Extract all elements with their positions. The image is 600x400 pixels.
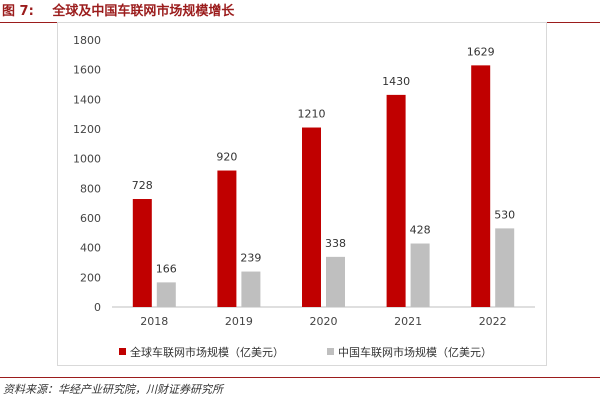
y-tick-label: 400 <box>80 242 101 255</box>
legend-label-global: 全球车联网市场规模（亿美元） <box>130 345 284 359</box>
global-bar <box>217 170 237 307</box>
global-bar <box>386 94 406 307</box>
china-bar <box>326 256 345 307</box>
y-tick-label: 1400 <box>73 93 101 106</box>
legend-label-china: 中国车联网市场规模（亿美元） <box>338 345 492 359</box>
global-data-label: 1430 <box>382 75 410 88</box>
china-data-label: 239 <box>240 252 261 265</box>
china-bar <box>495 228 515 307</box>
x-tick-label: 2019 <box>225 315 253 328</box>
chart-frame <box>57 22 547 366</box>
global-bar <box>471 65 491 308</box>
x-tick-label: 2018 <box>140 315 168 328</box>
y-tick-label: 1000 <box>73 153 101 166</box>
bottom-rule <box>0 377 600 378</box>
china-data-label: 428 <box>410 224 431 237</box>
global-bar <box>132 199 152 307</box>
global-data-label: 920 <box>216 151 237 164</box>
china-bar <box>241 271 261 307</box>
china-data-label: 530 <box>494 208 515 221</box>
global-bar <box>302 127 321 308</box>
legend-swatch-china <box>327 348 334 355</box>
y-tick-label: 200 <box>80 271 101 284</box>
y-tick-label: 600 <box>80 212 101 225</box>
legend-swatch-global <box>119 348 126 355</box>
figure-title: 全球及中国车联网市场规模增长 <box>52 4 235 19</box>
bar-chart: 0 200 400 600 800 1000 1200 1400 1600 1800 2018 728… <box>73 34 535 359</box>
figure-number: 图 7: <box>2 4 34 19</box>
china-bar <box>410 243 430 307</box>
y-tick-label: 800 <box>80 182 101 195</box>
china-data-label: 166 <box>156 262 177 275</box>
figure-title-bar: 图 7: 全球及中国车联网市场规模增长 <box>2 3 234 21</box>
y-tick-label: 1200 <box>73 123 101 136</box>
china-data-label: 338 <box>325 237 346 250</box>
y-tick-label: 1600 <box>73 64 101 77</box>
y-tick-label: 1800 <box>73 34 101 47</box>
y-tick-label: 0 <box>94 301 101 314</box>
source-note: 资料来源：华经产业研究院，川财证券研究所 <box>3 383 223 396</box>
x-tick-label: 2020 <box>310 315 338 328</box>
global-data-label: 728 <box>132 179 153 192</box>
x-tick-label: 2022 <box>479 315 507 328</box>
global-data-label: 1210 <box>298 108 326 121</box>
china-bar <box>156 282 176 307</box>
global-data-label: 1629 <box>467 45 495 58</box>
x-tick-label: 2021 <box>394 315 422 328</box>
